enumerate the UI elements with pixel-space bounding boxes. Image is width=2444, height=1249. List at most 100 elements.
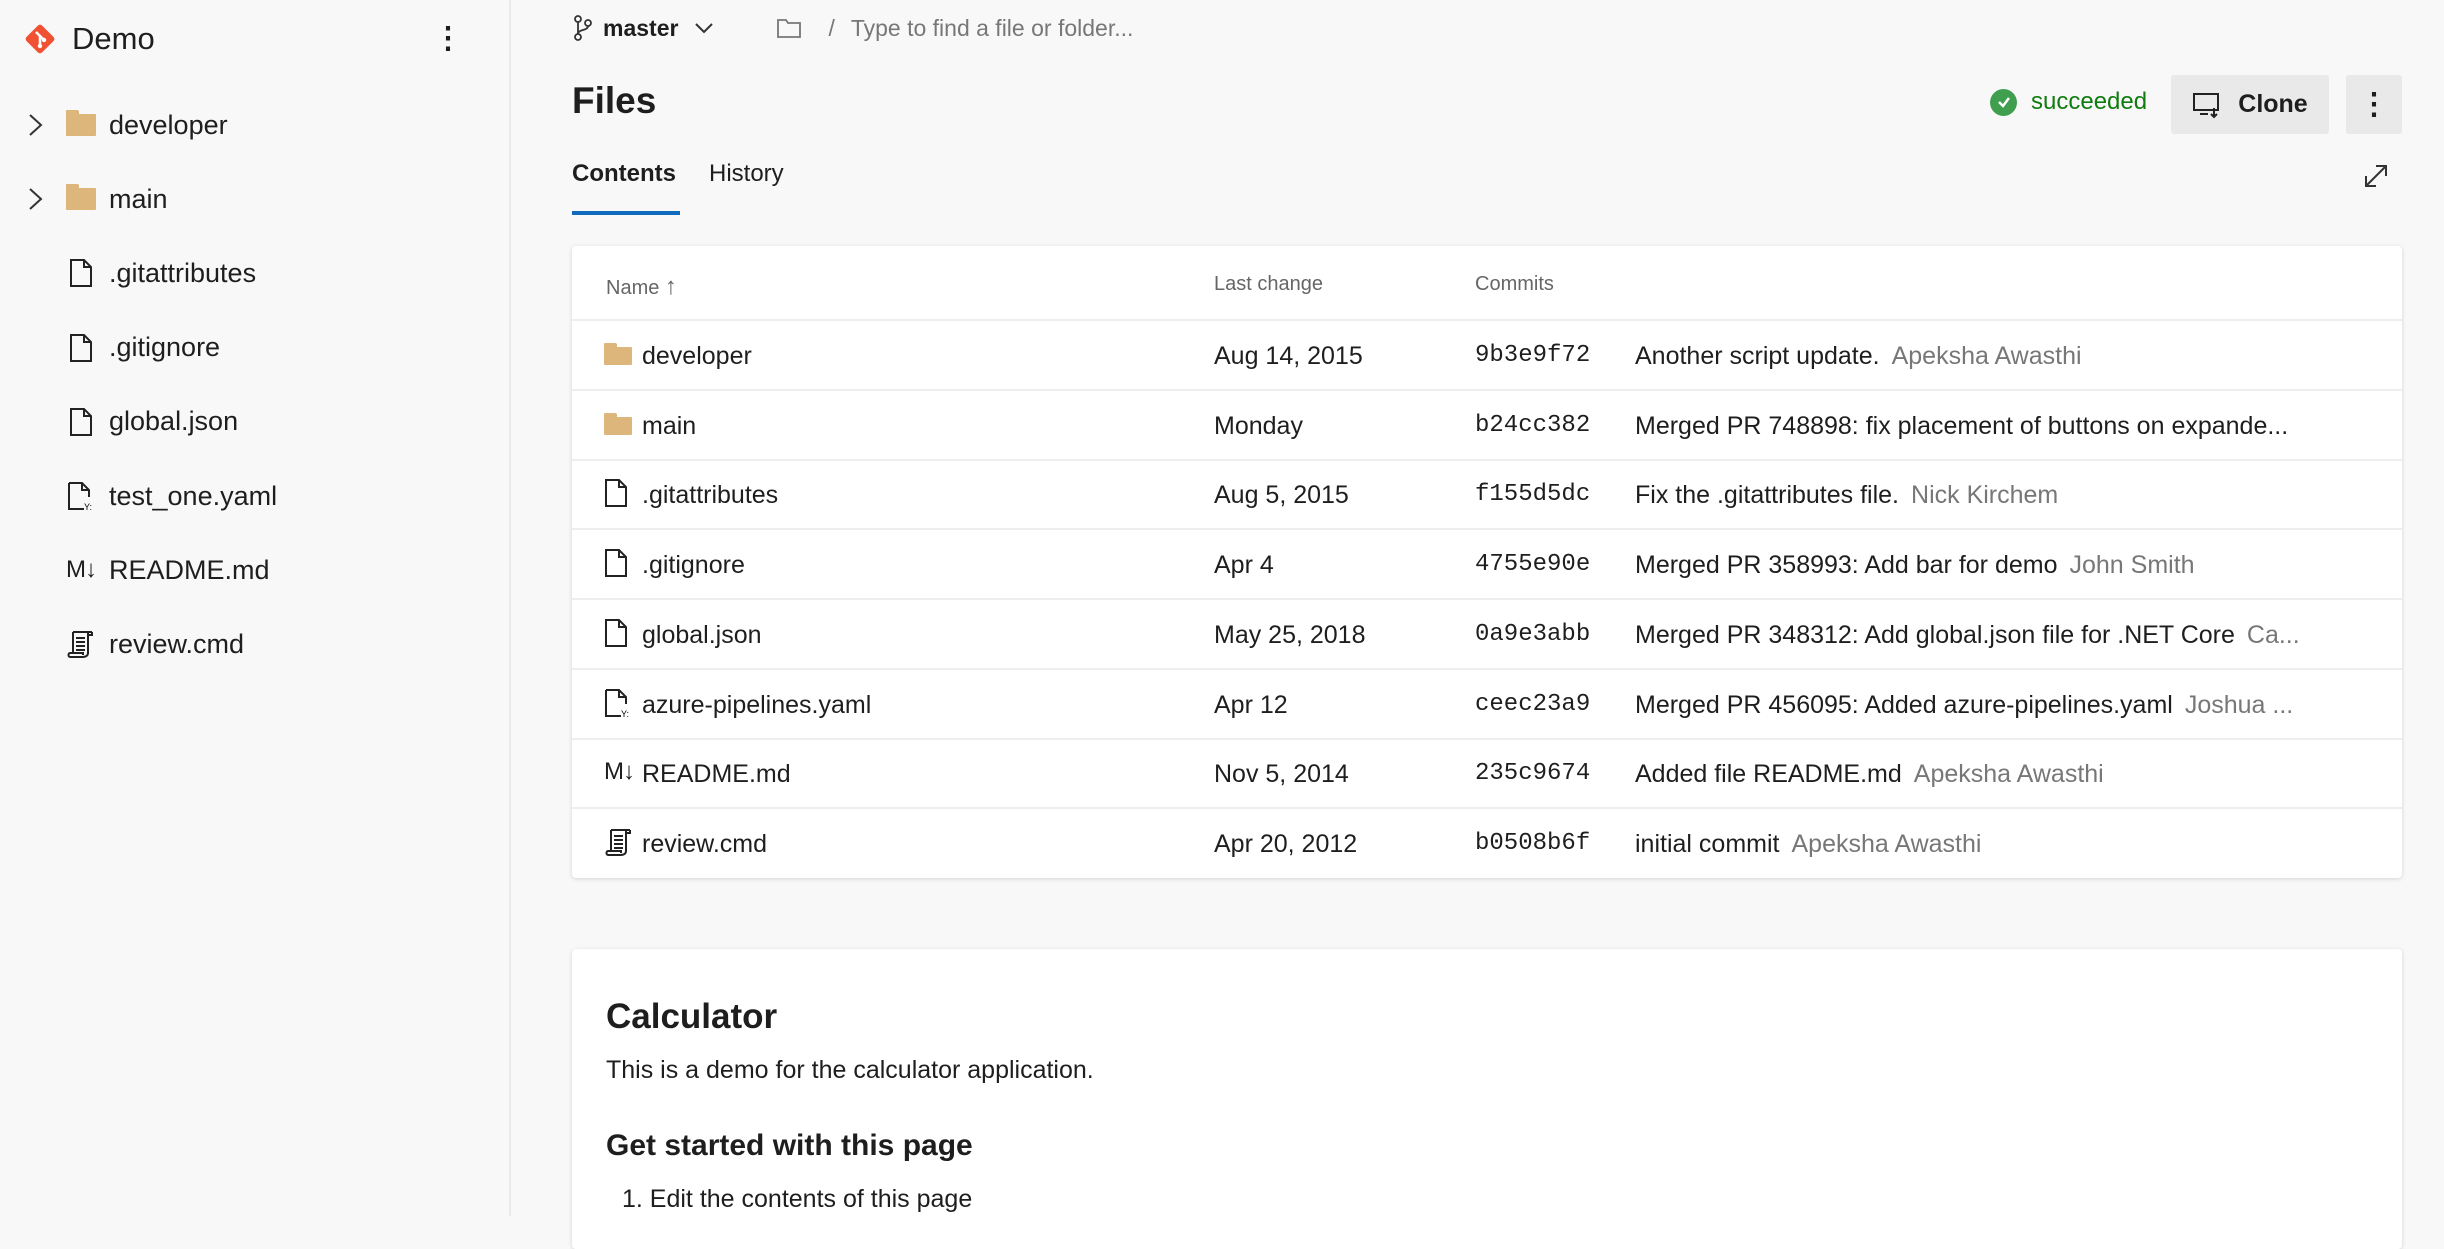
file-name[interactable]: .gitignore [642,551,745,580]
commit-message-text: Merged PR 748898: fix placement of butto… [1635,411,2289,440]
chevron-down-icon [695,23,714,34]
commit-hash[interactable]: f155d5dc [1475,481,1591,509]
table-row[interactable]: global.json May 25, 2018 0a9e3abb Merged PR… [572,600,2402,670]
chevron-right-icon[interactable] [26,184,46,214]
readme-description: This is a demo for the calculator applic… [606,1056,1094,1084]
commit-hash[interactable]: b0508b6f [1475,829,1591,857]
tree-item[interactable]: developer [0,95,509,155]
file-search-input[interactable]: Type to find a file or folder... [850,14,1134,41]
tree-item[interactable]: .gitattributes [0,243,509,303]
file-icon [604,478,628,515]
check-circle-icon [1990,88,2017,116]
yaml-file-icon: Y: [604,688,632,725]
table-row[interactable]: developer Aug 14, 2015 9b3e9f72 Another scr… [572,321,2402,391]
column-name[interactable]: Name ↑ [606,273,677,301]
last-change-date: Aug 14, 2015 [1214,342,1363,370]
tab-contents[interactable]: Contents [572,160,676,187]
clone-label: Clone [2238,90,2308,118]
commit-message-text: initial commit [1635,829,1780,858]
tab-history[interactable]: History [709,160,784,187]
tree-item-label: test_one.yaml [109,480,278,511]
tree-item[interactable]: review.cmd [0,614,509,674]
markdown-icon: M↓ [66,556,97,584]
branch-icon [574,15,592,41]
yaml-file-icon: Y: [64,478,98,514]
clone-monitor-icon [2193,92,2220,118]
table-row[interactable]: M↓ README.md Nov 5, 2014 235c9674 Added file… [572,739,2402,810]
commit-message[interactable]: Merged PR 456095: Added azure-pipelines.… [1635,691,2293,720]
tree-item[interactable]: .gitignore [0,318,509,378]
commit-message[interactable]: Merged PR 748898: fix placement of butto… [1635,412,2288,441]
column-commits[interactable]: Commits [1475,273,1554,295]
last-change-date: Apr 4 [1214,551,1274,580]
commit-message-text: Merged PR 358993: Add bar for demo [1635,551,2058,580]
tree-item[interactable]: Y: test_one.yaml [0,466,509,526]
clone-button[interactable]: Clone [2171,75,2329,134]
column-last-change[interactable]: Last change [1214,273,1323,295]
commit-hash[interactable]: 4755e90e [1475,551,1591,579]
repo-header[interactable]: Demo [22,18,155,60]
folder-outline-icon[interactable] [776,17,802,39]
last-change-date: May 25, 2018 [1214,620,1366,649]
markdown-icon: M↓ [604,758,635,786]
tree-item[interactable]: M↓ README.md [0,540,509,600]
tree-item-label: README.md [109,554,270,585]
readme-title: Calculator [606,997,778,1036]
repo-more-options-button[interactable]: ⋮ [433,22,463,55]
page-title: Files [572,80,657,121]
svg-text:Y:: Y: [84,502,92,511]
tree-item-label: global.json [109,406,239,437]
commit-message[interactable]: Fix the .gitattributes file. Nick Kirchem [1635,481,2058,510]
readme-card: Calculator This is a demo for the calcul… [572,949,2402,1249]
expand-icon[interactable] [2362,162,2390,190]
folder-icon [604,412,632,435]
file-name[interactable]: .gitattributes [642,481,779,510]
table-row[interactable]: .gitattributes Aug 5, 2015 f155d5dc Fix the… [572,460,2402,531]
file-name[interactable]: main [642,411,697,440]
tree-item-label: review.cmd [109,628,245,659]
commit-hash[interactable]: 0a9e3abb [1475,620,1591,648]
status-text: succeeded [2031,88,2148,115]
table-row[interactable]: review.cmd Apr 20, 2012 b0508b6f initial co… [572,809,2402,879]
commit-message[interactable]: Merged PR 358993: Add bar for demo John S… [1635,551,2195,580]
pipeline-status[interactable]: succeeded [1990,88,2147,116]
tree-item-label: main [109,183,168,214]
commit-author: John Smith [2069,551,2195,580]
file-name[interactable]: review.cmd [642,829,768,858]
branch-selector[interactable]: master [573,15,714,42]
table-header: Name ↑ Last change Commits [572,246,2402,321]
commit-message[interactable]: Added file README.md Apeksha Awasthi [1635,760,2104,789]
commit-message-text: Merged PR 348312: Add global.json file f… [1635,620,2235,649]
tree-item[interactable]: main [0,169,509,229]
commit-message[interactable]: initial commit Apeksha Awasthi [1635,830,1981,859]
table-row[interactable]: Y: azure-pipelines.yaml Apr 12 ceec23a9 Merg… [572,670,2402,740]
folder-icon [604,343,632,365]
commit-author: Apeksha Awasthi [1891,342,2082,370]
file-name[interactable]: azure-pipelines.yaml [642,690,872,719]
commit-message[interactable]: Merged PR 348312: Add global.json file f… [1635,621,2300,650]
file-name[interactable]: global.json [642,620,762,649]
repo-title: Demo [72,21,155,56]
commit-hash[interactable]: ceec23a9 [1475,690,1591,718]
commit-hash[interactable]: b24cc382 [1475,411,1591,439]
commit-author: Joshua ... [2184,690,2294,719]
file-name[interactable]: developer [642,342,752,370]
commit-author: Apeksha Awasthi [1791,829,1982,858]
table-row[interactable]: .gitignore Apr 4 4755e90e Merged PR 358993:… [572,530,2402,601]
files-table: Name ↑ Last change Commits developer Aug … [572,246,2402,878]
commit-author: Apeksha Awasthi [1913,760,2104,789]
commit-hash[interactable]: 235c9674 [1475,760,1591,788]
file-icon [604,618,628,655]
svg-text:Y:: Y: [621,709,629,718]
file-name[interactable]: README.md [642,760,791,789]
chevron-right-icon[interactable] [26,110,46,140]
column-name-label: Name [606,277,660,299]
script-file-icon [64,626,98,662]
commit-author: Ca... [2246,620,2300,649]
commit-message[interactable]: Another script update. Apeksha Awasthi [1635,342,2082,371]
more-options-button[interactable]: ⋮ [2346,75,2402,134]
tree-item[interactable]: global.json [0,392,509,452]
table-row[interactable]: main Monday b24cc382 Merged PR 748898: fix … [572,391,2402,461]
tree-item-label: .gitattributes [109,257,257,288]
commit-hash[interactable]: 9b3e9f72 [1475,342,1591,369]
